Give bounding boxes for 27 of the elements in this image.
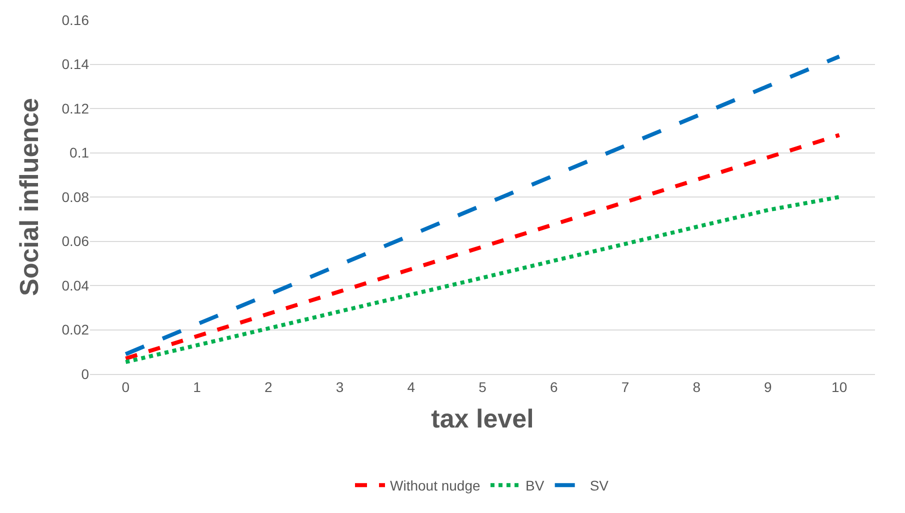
x-tick-label: 3 (336, 378, 344, 395)
y-tick-label: 0 (81, 366, 90, 382)
y-axis-title: Social influence (14, 98, 44, 296)
x-tick-label: 2 (264, 378, 273, 395)
legend-label: SV (590, 478, 610, 494)
x-tick-label: 10 (832, 378, 848, 395)
x-tick-label: 8 (692, 378, 701, 395)
x-tick-label: 7 (621, 378, 630, 395)
x-tick-label: 4 (407, 378, 416, 395)
y-tick-label: 0.02 (62, 322, 90, 338)
x-tick-label: 5 (478, 378, 487, 395)
legend-label: BV (525, 478, 545, 494)
x-tick-label: 9 (764, 378, 772, 395)
line-series (124, 133, 842, 361)
y-tick-label: 0.12 (62, 100, 90, 116)
y-tick-label: 0.08 (62, 188, 90, 205)
x-tick-label: 1 (193, 378, 202, 395)
y-tick-label: 0.04 (62, 277, 90, 294)
y-tick-label: 0.14 (62, 56, 90, 72)
x-tick-label: 0 (122, 378, 130, 395)
legend-label: Without nudge (390, 478, 480, 494)
y-tick-label: 0.06 (62, 233, 90, 250)
y-tick-label: 0.16 (62, 12, 90, 28)
x-axis-title: tax level (431, 404, 534, 434)
x-tick-label: 6 (550, 378, 558, 395)
line-series (124, 195, 842, 364)
y-tick-label: 0.1 (70, 144, 90, 161)
